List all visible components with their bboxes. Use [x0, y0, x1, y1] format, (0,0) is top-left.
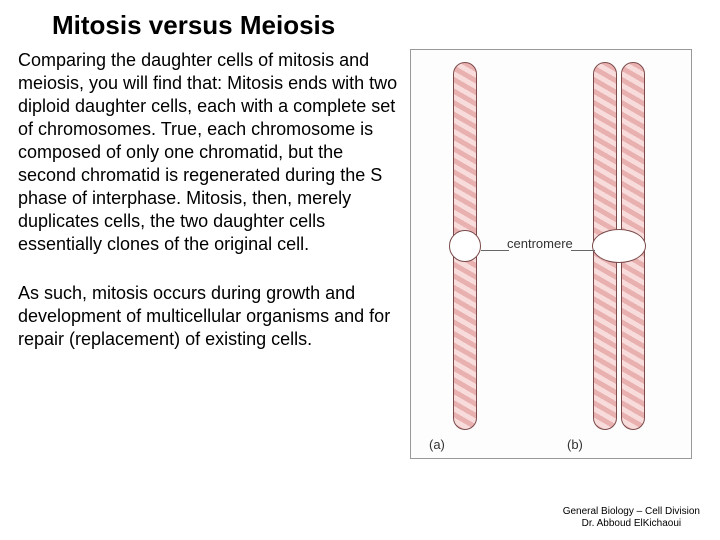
chromosome-figure: centromere (a) (b) [410, 49, 692, 459]
footer-line-2: Dr. Abboud ElKichaoui [563, 518, 700, 530]
paragraph-1: Comparing the daughter cells of mitosis … [18, 49, 404, 256]
figure-label-b: (b) [567, 437, 583, 452]
centromere-label: centromere [507, 236, 573, 251]
content-row: Comparing the daughter cells of mitosis … [0, 49, 720, 351]
paragraph-2: As such, mitosis occurs during growth an… [18, 282, 404, 351]
centromere-b [592, 229, 646, 263]
figure-label-a: (a) [429, 437, 445, 452]
footer-line-1: General Biology – Cell Division [563, 506, 700, 518]
figure-column: centromere (a) (b) [410, 49, 700, 351]
chromosome-b [591, 62, 647, 430]
footer-credit: General Biology – Cell Division Dr. Abbo… [563, 506, 700, 530]
chromosome-a [451, 62, 479, 430]
slide-title: Mitosis versus Meiosis [0, 0, 720, 49]
text-column: Comparing the daughter cells of mitosis … [0, 49, 410, 351]
leader-line-a [481, 250, 509, 251]
leader-line-b [571, 250, 595, 251]
centromere-a [449, 230, 481, 262]
